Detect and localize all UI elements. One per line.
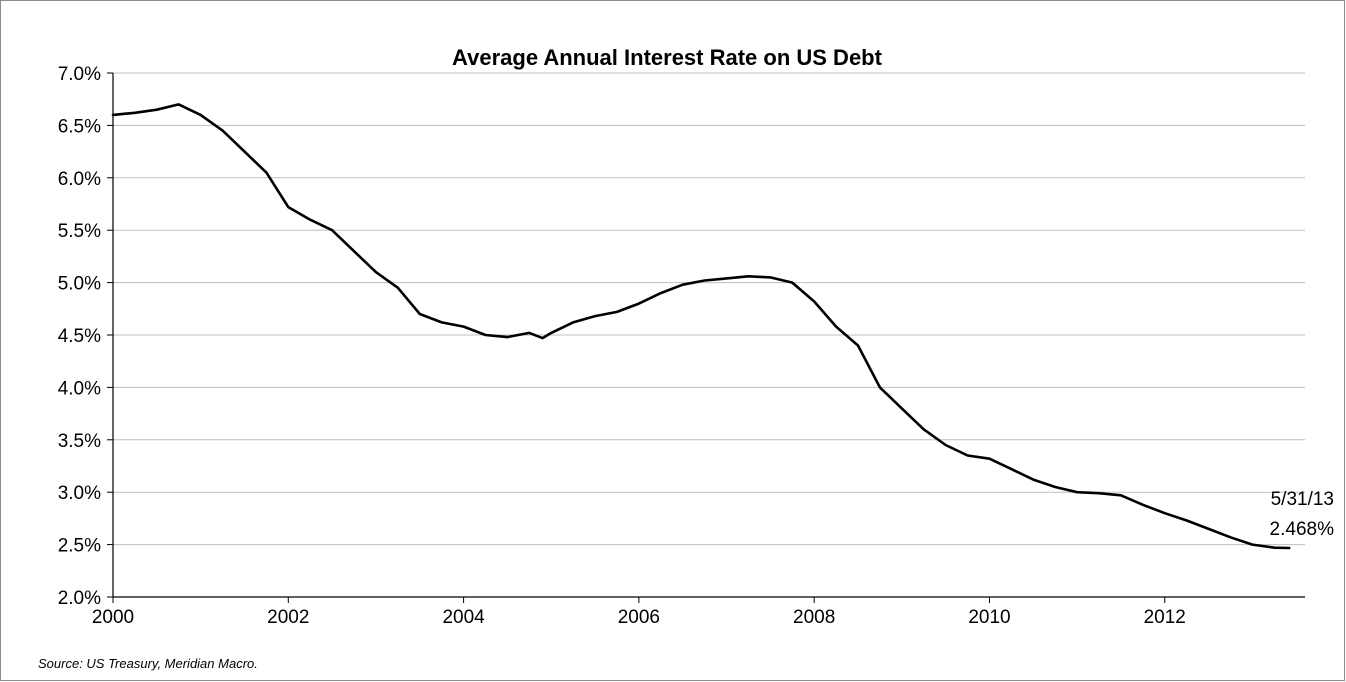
y-tick-label-6: 5.0% xyxy=(58,274,101,295)
x-tick-label-2: 2004 xyxy=(442,607,485,628)
y-tick-label-10: 7.0% xyxy=(58,64,101,85)
y-tick-label-5: 4.5% xyxy=(58,326,101,347)
gridlines xyxy=(113,72,1305,598)
source-note: Source: US Treasury, Meridian Macro. xyxy=(38,656,258,671)
x-tick-label-3: 2006 xyxy=(618,607,660,628)
y-tick-label-1: 2.5% xyxy=(58,536,101,557)
x-axis-tick-labels: 2000 2002 2004 2006 2008 2010 2012 xyxy=(92,607,1186,628)
y-tick-label-2: 3.0% xyxy=(58,483,101,504)
series-group xyxy=(111,103,1291,550)
y-tick-label-9: 6.5% xyxy=(58,116,101,137)
x-tick-label-6: 2012 xyxy=(1144,607,1186,628)
x-tick-label-4: 2008 xyxy=(793,607,835,628)
x-tick-label-1: 2002 xyxy=(267,607,309,628)
annotation-date: 5/31/13 xyxy=(1271,489,1334,510)
y-axis-tick-labels: 2.0% 2.5% 3.0% 3.5% 4.0% 4.5% 5.0% 5.5% 6.0% 6.5%… xyxy=(58,64,101,609)
annotation-value: 2.468% xyxy=(1270,519,1335,540)
chart-title: Average Annual Interest Rate on US Debt xyxy=(452,45,883,70)
y-tick-label-3: 3.5% xyxy=(58,431,101,452)
series-line-0 xyxy=(111,103,1291,550)
y-tick-label-8: 6.0% xyxy=(58,169,101,190)
axes xyxy=(107,72,1305,603)
x-tick-label-5: 2010 xyxy=(968,607,1010,628)
y-tick-label-7: 5.5% xyxy=(58,221,101,242)
y-tick-label-4: 4.0% xyxy=(58,378,101,399)
y-tick-label-0: 2.0% xyxy=(58,588,101,609)
x-tick-label-0: 2000 xyxy=(92,607,134,628)
